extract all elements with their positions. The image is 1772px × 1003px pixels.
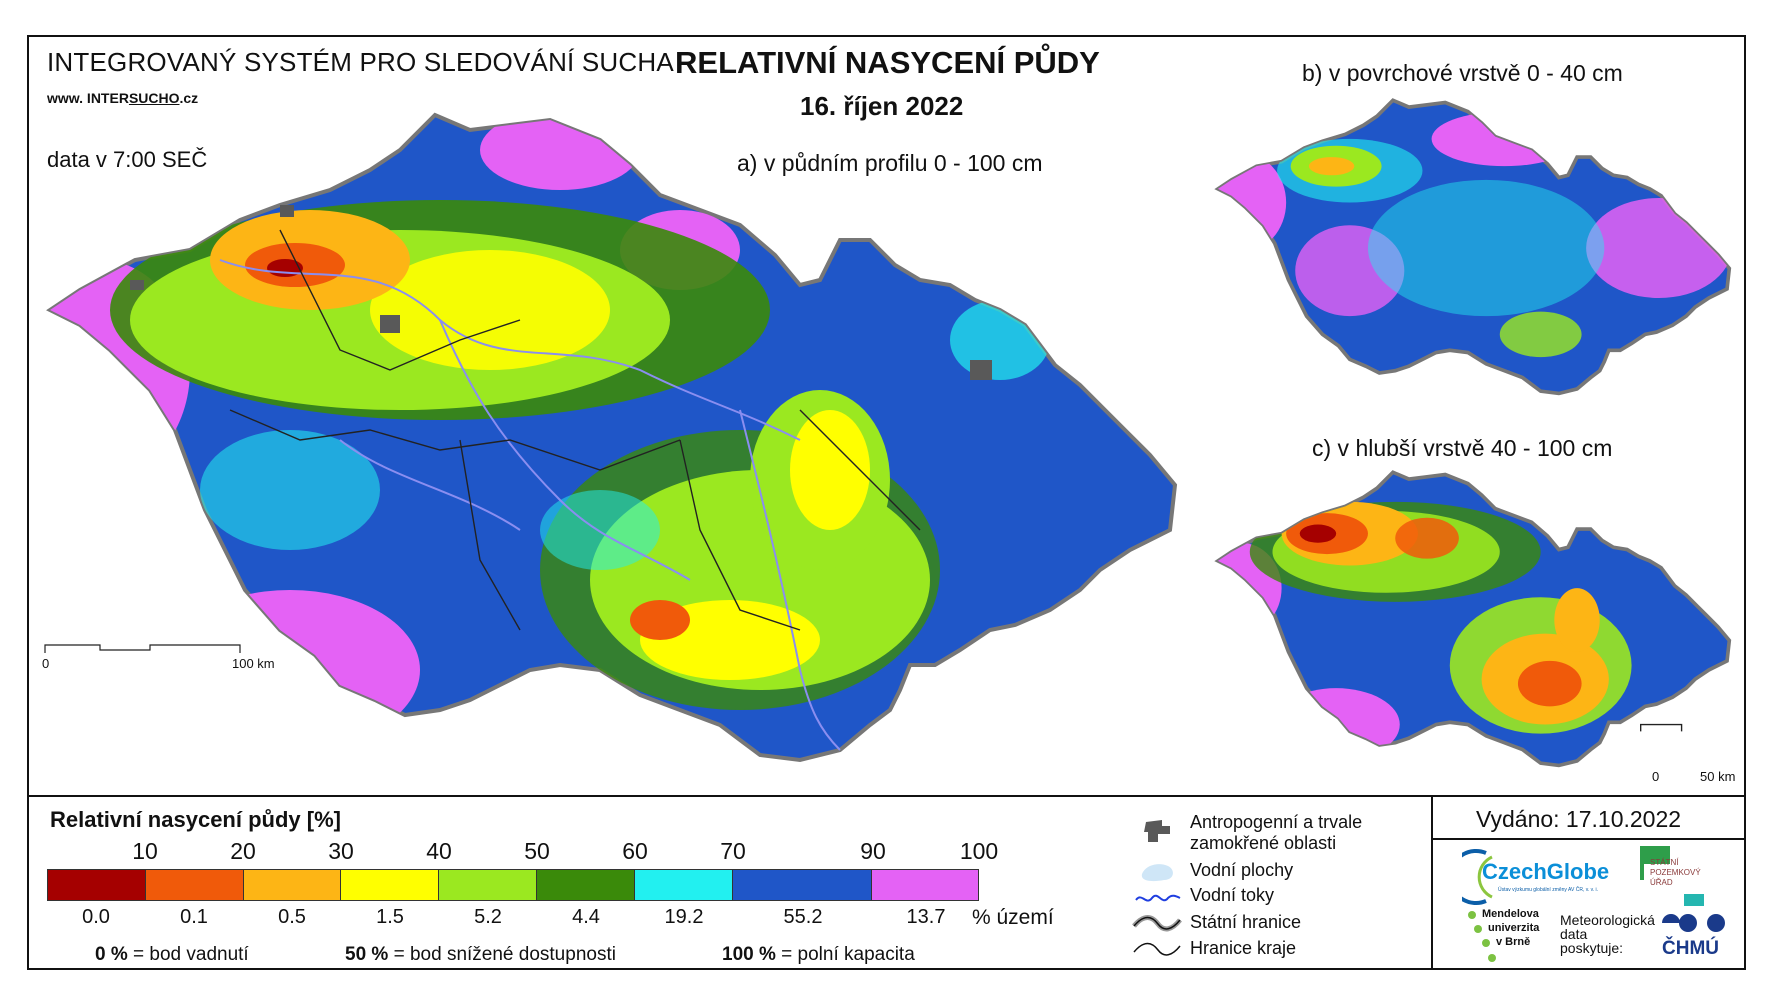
anthropogenic-symbol-icon	[1144, 820, 1170, 842]
legend-class-3	[341, 870, 440, 900]
legend-class-percentage: 0.5	[278, 906, 306, 928]
system-title: INTEGROVANÝ SYSTÉM PRO SLEDOVÁNÍ SUCHA	[47, 47, 674, 77]
symbol-rivers: Vodní toky	[1190, 885, 1275, 905]
legend-class-percentage: 13.7	[906, 906, 946, 928]
website-link[interactable]: www. INTERSUCHO.cz	[47, 90, 199, 106]
symbol-state-border: Státní hranice	[1190, 912, 1302, 932]
legend-class-4	[439, 870, 537, 900]
legend-title: Relativní nasycení půdy [%]	[50, 807, 341, 832]
legend-class-8	[872, 870, 979, 900]
map-a-scale-start: 0	[42, 656, 50, 671]
map-c-scale-start: 0	[1652, 769, 1660, 784]
river-icon	[1135, 894, 1181, 902]
map-a-label: a) v půdním profilu 0 - 100 cm	[737, 150, 1043, 176]
symbol-anthropogenic-2: zamokřené oblasti	[1190, 833, 1337, 853]
map-a-region-borders	[229, 229, 921, 631]
map-a-anthropogenic	[130, 205, 992, 380]
state-border-icon	[1132, 915, 1182, 932]
legend-class-percentage: 4.4	[572, 906, 600, 928]
legend-class-percentage: 55.2	[783, 906, 823, 928]
map-c	[1214, 470, 1732, 768]
legend-class-5	[536, 870, 635, 900]
legend-tick-label: 60	[622, 838, 648, 864]
legend-class-0	[48, 870, 146, 900]
map-a-scale-end: 100 km	[232, 656, 275, 671]
data-time: data v 7:00 SEČ	[47, 147, 208, 172]
legend-class-percentage: 0.1	[180, 906, 208, 928]
issued-divider	[1431, 838, 1746, 840]
legend-tick-label: 10	[132, 838, 158, 864]
issued-date: Vydáno: 17.10.2022	[1476, 806, 1682, 832]
region-border-icon	[1133, 942, 1181, 956]
map-a-scalebar	[44, 644, 241, 653]
map-c-scalebar	[1640, 723, 1683, 732]
legend-tick-label: 100	[959, 838, 999, 864]
main-title: RELATIVNÍ NASYCENÍ PŮDY	[675, 45, 1100, 80]
legend-class-2	[243, 870, 342, 900]
water-body-icon	[1141, 864, 1173, 882]
legend-tick-label: 90	[860, 838, 886, 864]
mendelu-logo: Mendelova univerzita v Brně	[1466, 908, 1566, 968]
legend-divider	[27, 795, 1746, 797]
map-b	[1214, 98, 1732, 396]
map-a	[44, 112, 1178, 763]
legend-class-percentage: 1.5	[376, 906, 404, 928]
logos-divider	[1431, 795, 1433, 970]
legend-pct-unit: % území	[972, 906, 1054, 929]
map-date: 16. říjen 2022	[800, 91, 964, 121]
note-wilting: 0 % = bod vadnutí	[95, 944, 249, 965]
legend-class-percentage: 5.2	[474, 906, 502, 928]
legend-color-bar	[47, 869, 979, 901]
czechglobe-logo: CzechGlobe Ústav výzkumu globální změny …	[1462, 845, 1612, 905]
note-reduced: 50 % = bod snížené dostupnosti	[345, 944, 616, 965]
legend-class-1	[145, 870, 244, 900]
symbol-anthropogenic-1: Antropogenní a trvale	[1190, 812, 1363, 832]
legend-tick-label: 70	[720, 838, 746, 864]
legend-class-6	[634, 870, 733, 900]
chmu-credit: Meteorologická data poskytuje: ČHMÚ	[1560, 912, 1740, 968]
legend-tick-label: 40	[426, 838, 452, 864]
symbol-region-border: Hranice kraje	[1190, 938, 1297, 958]
legend-class-percentage: 19.2	[664, 906, 704, 928]
symbol-water-bodies: Vodní plochy	[1190, 860, 1294, 880]
legend-class-percentage: 0.0	[82, 906, 110, 928]
legend-tick-label: 20	[230, 838, 256, 864]
map-frame	[27, 35, 1746, 970]
map-b-label: b) v povrchové vrstvě 0 - 40 cm	[1302, 60, 1623, 86]
map-a-rivers	[219, 259, 841, 751]
legend-class-7	[732, 870, 873, 900]
chmu-logo-icon	[1662, 914, 1725, 932]
note-capacity: 100 % = polní kapacita	[722, 944, 915, 965]
map-c-scale-end: 50 km	[1700, 769, 1736, 784]
legend-tick-label: 50	[524, 838, 550, 864]
spu-logo: STÁTNÍ POZEMKOVÝ ÚŘAD	[1640, 846, 1720, 906]
legend-tick-label: 30	[328, 838, 354, 864]
map-c-label: c) v hlubší vrstvě 40 - 100 cm	[1312, 435, 1613, 461]
